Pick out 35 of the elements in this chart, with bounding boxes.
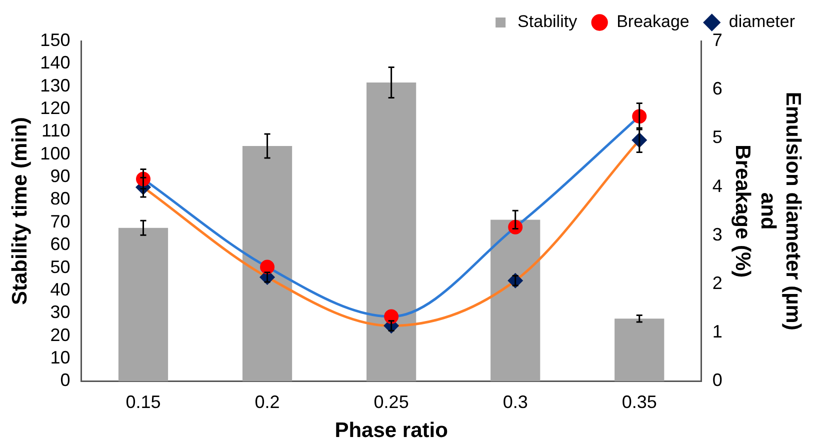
y-tick-label: 20	[50, 324, 70, 345]
y-tick-label: 0	[60, 370, 70, 390]
y-tick-label: 50	[50, 256, 70, 277]
y-tick-label: 10	[50, 347, 70, 368]
y-tick-label: 30	[50, 302, 70, 322]
y-tick-label: 40	[50, 279, 70, 300]
x-tick-label: 0.25	[374, 392, 409, 412]
y-tick-label: 120	[40, 98, 70, 118]
x-tick-label: 0.2	[254, 392, 280, 412]
x-tick-label: 0.15	[126, 392, 161, 412]
x-tick-label: 0.3	[502, 392, 528, 412]
y-tick-label: 130	[40, 75, 70, 96]
y-tick-label: 70	[50, 211, 70, 232]
y2-tick-label: 1	[712, 322, 722, 342]
x-tick-label: 0.35	[622, 392, 657, 412]
legend-label: Stability	[518, 12, 578, 32]
legend-label: diameter	[728, 12, 796, 32]
y-tick-label: 150	[40, 30, 70, 50]
y-tick-label: 140	[40, 52, 70, 73]
y2-tick-label: 6	[712, 78, 722, 99]
y-tick-label: 90	[50, 166, 70, 186]
y2-axis-title: Emulsion diameter (µm) and Breakage (%)	[731, 92, 805, 330]
y2-tick-label: 2	[712, 272, 722, 293]
y-axis-title: Stability time (min)	[8, 117, 32, 306]
y-tick-label: 110	[42, 120, 70, 141]
y2-tick-label: 4	[712, 176, 722, 196]
y-tick-label: 60	[50, 234, 70, 254]
y2-tick-label: 0	[712, 370, 722, 390]
y-tick-label: 100	[40, 143, 70, 164]
y2-tick-label: 3	[712, 224, 722, 244]
y-tick-label: 80	[50, 188, 70, 209]
legend-label: Breakage	[616, 12, 690, 32]
y2-tick-label: 7	[712, 30, 722, 50]
x-axis-title: Phase ratio	[334, 419, 448, 442]
y2-tick-label: 5	[712, 127, 722, 148]
